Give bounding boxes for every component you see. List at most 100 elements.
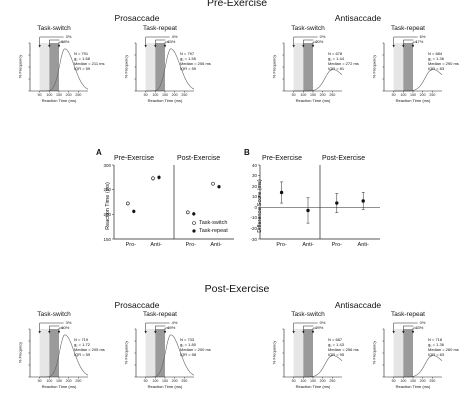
arrowhead [292,45,295,48]
panel-title: Task-switch [291,25,325,32]
x-tick-label: 200 [419,379,426,383]
histogram-svg [282,36,343,93]
panel-title: Task-switch [37,311,71,318]
histogram-panel-post-anti-repeat: Task-repeat 50 100 150 200 250 0% 33% N = 718 g₁ … [372,311,474,403]
express-window [303,43,313,91]
panel-b-point [279,190,284,195]
percent-bottom: 63% [167,39,176,44]
stats-g: g₁ = 1.36 [428,342,444,347]
x-tick-label: 250 [329,379,336,383]
x-tick-label: 250 [75,93,82,97]
express-window [155,43,165,91]
panel-a-y-tick-label: 200 [103,211,111,217]
percent-bottom: 33% [415,325,424,330]
panel-b-x-tick-label: Anti- [302,242,314,248]
stats-median: Median = 205 ms [74,347,105,352]
percent-top: 6% [419,34,426,39]
arrowhead [411,45,415,48]
arrowhead [292,331,295,334]
percent-bottom: 29% [315,325,324,330]
x-tick-label: 200 [65,379,72,383]
x-tick-label: 100 [400,93,407,97]
panel-title: Task-repeat [143,311,177,318]
percent-bottom: 58% [61,39,70,44]
panel-a-point-task-repeat [157,175,161,179]
x-tick-label: 50 [143,379,148,383]
stats-g: g₁ = 1.55 [180,56,196,61]
x-tick-label: 150 [310,93,316,97]
anticipatory-window [39,43,50,91]
stats-iqr: IQR = 83 [428,66,445,71]
x-tick-label: 250 [329,93,336,97]
stats-block: N = 684 g₁ = 1.36 Median = 290 ms IQR = 83 [428,51,459,71]
arrowhead [154,45,157,48]
panel-title: Task-switch [37,25,71,32]
stats-n: N = 718 [428,337,443,342]
x-tick-label: 50 [37,93,42,97]
percent-bottom: 17% [415,39,424,44]
x-tick-label: 100 [152,379,159,383]
x-tick-label: 50 [291,93,296,97]
express-window [49,43,59,91]
arrowhead [154,331,157,334]
arrowhead [411,331,415,334]
post-exercise-title: Post-Exercise [204,283,270,295]
percent-top: 3% [65,34,72,39]
panel-a-post-label: Post-Exercise [177,155,221,162]
x-tick-label: 200 [419,93,426,97]
histogram-panel-post-anti-switch: Task-switch 50 100 150 200 250 0% 29% N = 687 g₁ … [272,311,380,403]
x-tick-label: 250 [429,93,436,97]
x-tick-label: 200 [171,93,178,97]
anticipatory-window [393,43,404,91]
arrowhead [302,45,305,48]
panel-a-x-tick-label: Anti- [210,242,222,248]
panel-b-point [361,199,365,203]
x-tick-label: 150 [162,93,168,97]
stats-block: N = 797 g₁ = 1.55 Median = 206 ms IQR = 59 [180,51,211,71]
percent-bottom: 69% [167,325,176,330]
anticipatory-window [393,329,404,377]
panel-a-point-task-switch [126,201,130,206]
panel-a-point-task-switch [186,210,190,215]
anticipatory-window [293,329,304,377]
x-tick-label: 50 [391,379,396,383]
panel-a-pre-label: Pre-Exercise [114,155,155,162]
express-window [403,43,413,91]
arrowhead [144,331,147,334]
panel-title: Task-repeat [391,311,425,318]
x-axis-label: Reaction Time (ms) [41,98,77,103]
panel-b-y-tick-label: -20 [250,225,257,231]
x-tick-label: 50 [37,379,42,383]
arrowhead [48,331,51,334]
x-tick-label: 100 [300,379,307,383]
stats-n: N = 797 [180,51,195,56]
stats-median: Median = 272 ms [328,61,359,66]
stats-n: N = 684 [428,51,443,56]
arrowhead [311,45,315,48]
histogram-svg [282,322,343,379]
panel-b-y-tick-label: 40 [251,162,257,168]
stats-iqr: IQR = 83 [428,352,445,357]
histogram-panel-pre-pro-switch: Task-switch 50 100 150 200 250 3% 58% N = 791 g₁ … [18,25,126,117]
arrowhead [144,45,147,48]
stats-block: N = 719 g₁ = 1.72 Median = 205 ms IQR = 59 [74,337,105,357]
stats-n: N = 733 [180,337,195,342]
panel-b-post-label: Post-Exercise [322,155,366,162]
stats-block: N = 733 g₁ = 1.80 Median = 200 ms IQR = 58 [180,337,211,357]
panel-a-point-task-repeat [217,185,221,189]
x-tick-label: 150 [162,379,168,383]
arrowhead [311,331,315,334]
x-axis-label: Reaction Time (ms) [295,98,331,103]
stats-median: Median = 290 ms [428,61,459,66]
x-tick-label: 100 [300,93,307,97]
panel-b-point [306,208,310,213]
legend-task-repeat-marker [192,229,196,233]
panel-title: Task-repeat [143,25,177,32]
arrowhead [38,45,41,48]
arrowhead [392,45,395,48]
x-axis-label: Reaction Time (ms) [395,98,431,103]
panel-b-x-tick-label: Anti- [357,242,369,248]
x-tick-label: 50 [143,93,148,97]
express-window [155,329,165,377]
